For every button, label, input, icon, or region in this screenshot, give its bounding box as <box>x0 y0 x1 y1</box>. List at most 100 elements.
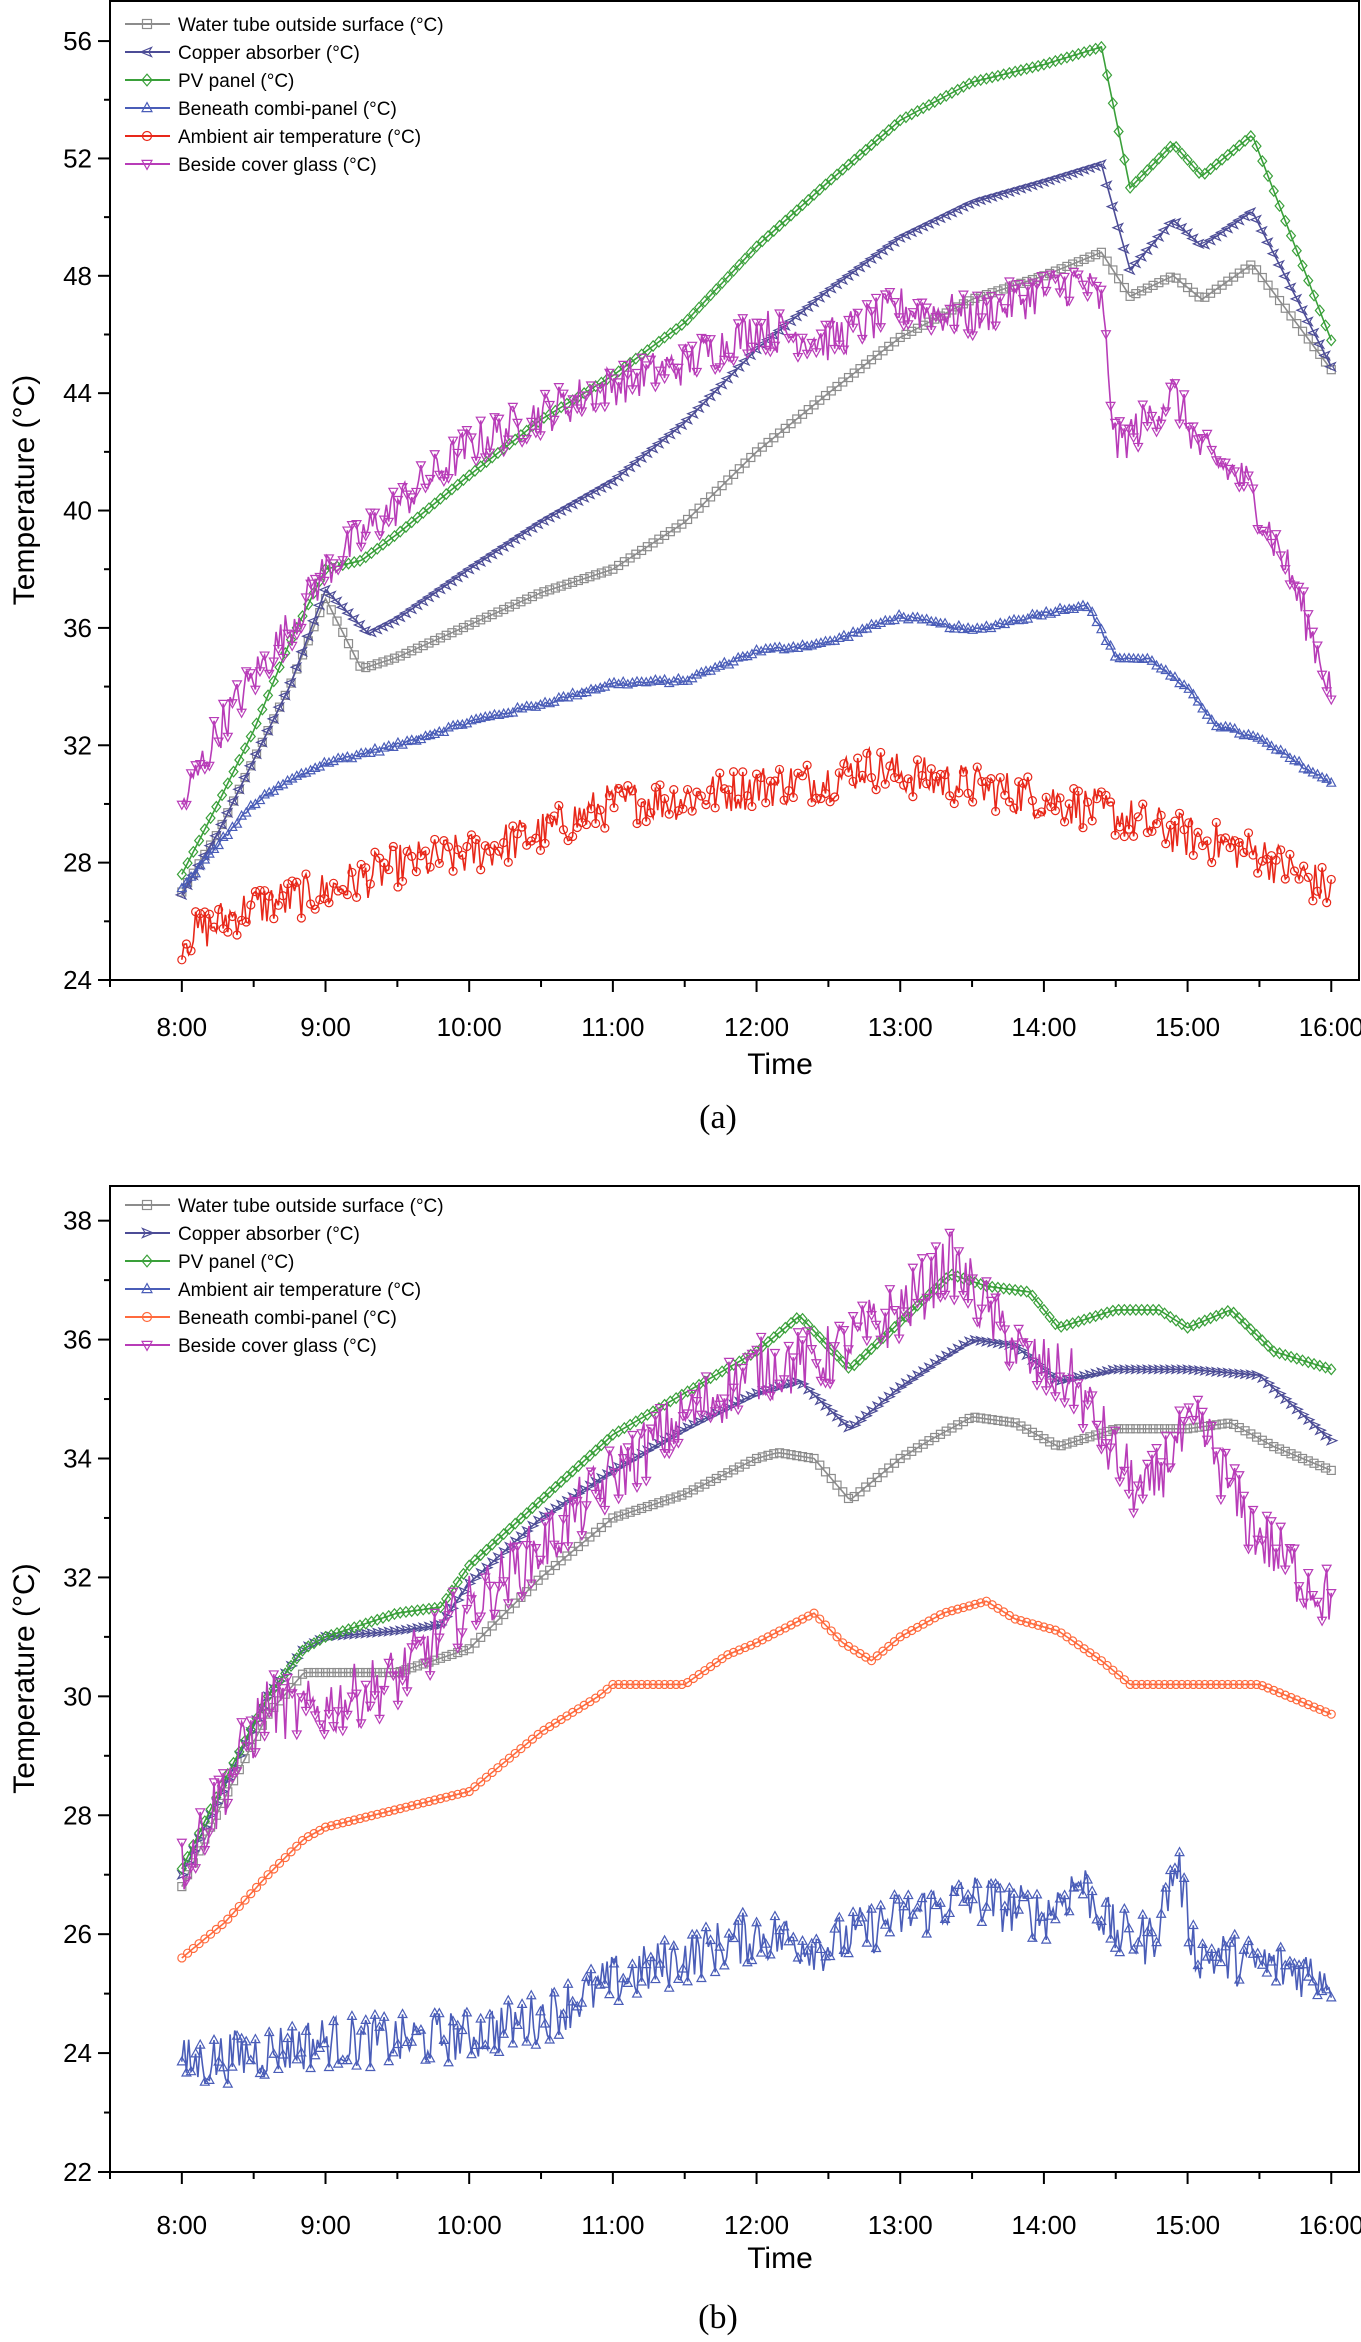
data-point <box>285 1659 297 1673</box>
data-point <box>1325 1435 1339 1446</box>
data-point <box>1068 603 1080 614</box>
data-point <box>525 1989 537 2000</box>
data-point <box>769 1910 781 1921</box>
data-point <box>237 915 247 925</box>
data-point <box>1280 874 1290 884</box>
data-point <box>1136 1364 1149 1375</box>
data-point <box>1016 1616 1026 1626</box>
data-point <box>878 1468 888 1478</box>
legend-marker <box>141 18 153 30</box>
data-point <box>1124 181 1136 194</box>
data-point <box>530 428 542 439</box>
data-point <box>774 1379 785 1390</box>
data-point <box>1084 44 1096 57</box>
data-point <box>922 779 932 789</box>
data-point <box>1050 1318 1061 1331</box>
data-point <box>349 1815 359 1825</box>
data-point <box>1174 1406 1185 1417</box>
data-point <box>291 630 303 641</box>
series-5 <box>176 1228 1337 1890</box>
data-point <box>970 1599 980 1609</box>
data-point <box>1261 1511 1273 1522</box>
x-tick-label: 12:00 <box>724 1012 789 1042</box>
data-point <box>714 363 726 374</box>
data-point <box>870 619 882 629</box>
data-point <box>420 1658 431 1669</box>
data-point <box>686 341 698 352</box>
data-point <box>303 1667 313 1678</box>
data-point <box>1215 1495 1227 1506</box>
data-point <box>1091 1913 1103 1924</box>
data-point <box>236 708 248 719</box>
data-point <box>400 1624 414 1636</box>
data-point <box>507 402 519 413</box>
data-point <box>226 699 238 710</box>
data-point <box>994 617 1006 628</box>
data-point <box>1308 1357 1320 1371</box>
data-point <box>545 585 555 595</box>
data-point <box>1102 256 1112 266</box>
y-tick-label: 38 <box>63 1206 92 1236</box>
data-point <box>228 796 239 806</box>
data-point <box>596 568 606 578</box>
data-point <box>513 530 527 541</box>
data-point <box>291 1653 304 1664</box>
data-point <box>1142 1424 1152 1434</box>
data-point <box>1096 247 1106 257</box>
data-point <box>407 851 417 861</box>
data-point <box>1073 47 1084 61</box>
data-point <box>1192 1959 1204 1970</box>
data-point <box>562 579 572 589</box>
data-point <box>194 859 206 870</box>
data-point <box>1202 836 1212 846</box>
data-point <box>1059 1889 1071 1900</box>
data-point <box>1105 639 1116 650</box>
legend-marker <box>141 1311 153 1323</box>
data-point <box>515 1531 529 1542</box>
series-line <box>181 604 1332 890</box>
data-point <box>837 163 848 176</box>
x-tick-label: 13:00 <box>868 1012 933 1042</box>
data-point <box>525 522 538 534</box>
data-point <box>1302 763 1314 774</box>
data-point <box>801 301 814 313</box>
data-point <box>545 1565 555 1575</box>
data-point <box>177 1882 187 1892</box>
data-point <box>843 1345 854 1356</box>
legend-label: Copper absorber (°C) <box>178 1224 360 1245</box>
data-point <box>522 594 532 604</box>
data-point <box>1123 1922 1135 1933</box>
data-point <box>1010 1614 1020 1624</box>
data-point <box>976 1598 986 1608</box>
data-point <box>430 635 440 646</box>
data-point <box>263 1708 275 1719</box>
data-point <box>213 737 225 748</box>
legend-label: Ambient air temperature (°C) <box>178 127 421 148</box>
data-point <box>881 240 895 252</box>
data-point <box>418 506 429 520</box>
data-point <box>274 702 285 712</box>
data-point <box>838 345 850 356</box>
data-point <box>1285 1398 1299 1410</box>
y-tick-label: 48 <box>63 261 92 291</box>
data-point <box>438 2034 450 2045</box>
data-point <box>1124 1364 1138 1375</box>
data-point <box>1326 874 1336 885</box>
data-point <box>1291 244 1302 257</box>
data-point <box>608 1513 618 1523</box>
data-point <box>548 415 560 426</box>
x-tick-label: 8:00 <box>157 1012 208 1042</box>
data-point <box>418 641 428 651</box>
data-point <box>458 1646 469 1656</box>
data-point <box>695 1972 707 1983</box>
data-point <box>571 1496 583 1507</box>
data-point <box>1039 1622 1049 1632</box>
data-point <box>525 417 537 428</box>
data-point <box>728 1932 739 1943</box>
data-point <box>329 596 343 607</box>
data-point <box>659 1934 671 1945</box>
data-point <box>968 797 978 807</box>
data-point <box>464 1644 474 1654</box>
data-point <box>976 1916 988 1927</box>
data-point <box>935 1896 946 1907</box>
